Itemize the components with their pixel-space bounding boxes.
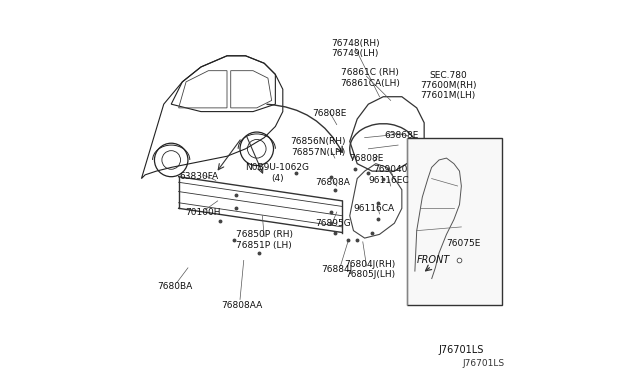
Text: 76808E: 76808E bbox=[349, 154, 384, 163]
Text: 76884J: 76884J bbox=[321, 265, 353, 274]
Text: 76861C (RH)
76861CA(LH): 76861C (RH) 76861CA(LH) bbox=[340, 68, 400, 88]
Text: 63868E: 63868E bbox=[385, 131, 419, 140]
Text: 76748(RH)
76749(LH): 76748(RH) 76749(LH) bbox=[331, 39, 380, 58]
Text: 7680BA: 7680BA bbox=[157, 282, 193, 291]
Text: 76895G: 76895G bbox=[315, 219, 351, 228]
Text: 76808E: 76808E bbox=[312, 109, 346, 118]
Text: 70100H: 70100H bbox=[185, 208, 221, 217]
Text: 76804J(RH)
76805J(LH): 76804J(RH) 76805J(LH) bbox=[344, 260, 396, 279]
Text: 76856N(RH)
76857N(LH): 76856N(RH) 76857N(LH) bbox=[291, 137, 346, 157]
Text: 96116CA: 96116CA bbox=[353, 204, 394, 213]
Text: 76808AA: 76808AA bbox=[221, 301, 262, 310]
Text: 76808A: 76808A bbox=[316, 178, 351, 187]
Text: 63830FA: 63830FA bbox=[180, 172, 219, 181]
Text: 96116EC: 96116EC bbox=[369, 176, 409, 185]
Text: 76850P (RH)
76851P (LH): 76850P (RH) 76851P (LH) bbox=[236, 230, 292, 250]
Text: 769040: 769040 bbox=[374, 165, 408, 174]
Bar bbox=[408, 138, 502, 305]
Text: FRONT: FRONT bbox=[417, 256, 450, 265]
Text: 76075E: 76075E bbox=[446, 239, 481, 248]
Text: J76701LS: J76701LS bbox=[438, 345, 484, 355]
Text: SEC.780
77600M(RH)
77601M(LH): SEC.780 77600M(RH) 77601M(LH) bbox=[420, 71, 477, 100]
Text: J76701LS: J76701LS bbox=[462, 359, 504, 368]
Text: N0B9U-1062G
(4): N0B9U-1062G (4) bbox=[245, 163, 309, 183]
